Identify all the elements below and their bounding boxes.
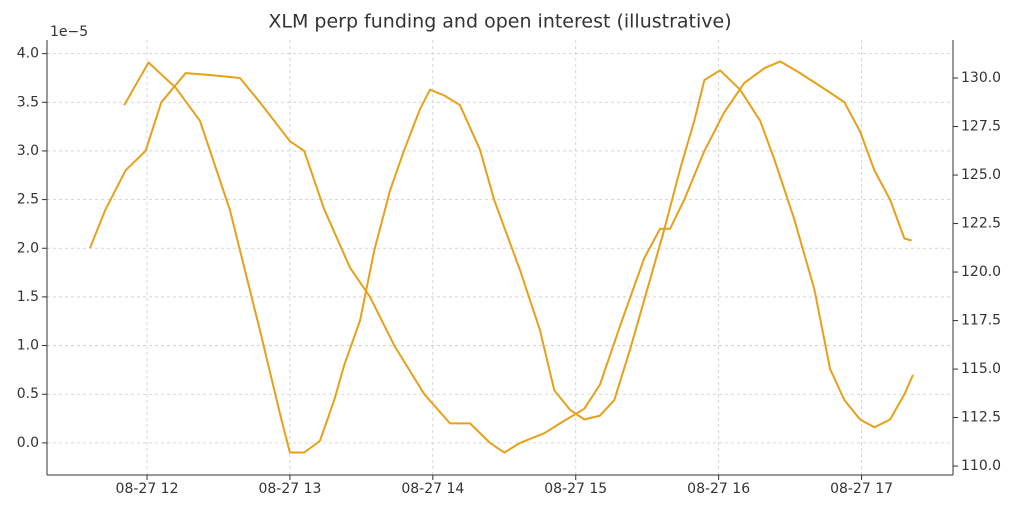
data-line: [123, 61, 914, 454]
y-tick-label: 2.5: [17, 192, 39, 208]
y-tick-label: 1.0: [17, 338, 39, 354]
y2-tick-label: 125.0: [961, 167, 1001, 183]
y-tick-label: 0.5: [17, 386, 39, 402]
y2-tick-label: 120.0: [961, 264, 1001, 280]
x-tick-label: 08-27 17: [830, 481, 893, 497]
x-tick-label: 08-27 16: [687, 481, 750, 497]
x-tick-label: 08-27 15: [544, 481, 607, 497]
y2-tick-label: 112.5: [961, 410, 1001, 426]
y-offset-label: 1e−5: [50, 24, 88, 40]
x-tick-label: 08-27 13: [258, 481, 321, 497]
x-tick-label: 08-27 14: [401, 481, 464, 497]
y-tick-label: 4.0: [17, 46, 39, 62]
x-tick-label: 08-27 12: [116, 481, 179, 497]
y-tick-label: 3.0: [17, 143, 39, 159]
y2-tick-label: 115.0: [961, 361, 1001, 377]
y-tick-label: 2.0: [17, 240, 39, 256]
y2-tick-label: 130.0: [961, 70, 1001, 86]
y2-tick-label: 117.5: [961, 313, 1001, 329]
y-tick-label: 3.5: [17, 94, 39, 110]
y2-tick-label: 122.5: [961, 216, 1001, 232]
chart-title: XLM perp funding and open interest (illu…: [268, 11, 731, 33]
y-tick-label: 1.5: [17, 289, 39, 305]
y-tick-label: 0.0: [17, 435, 39, 451]
y2-tick-label: 127.5: [961, 119, 1001, 135]
y2-tick-label: 110.0: [961, 458, 1001, 474]
data-line: [88, 60, 912, 454]
